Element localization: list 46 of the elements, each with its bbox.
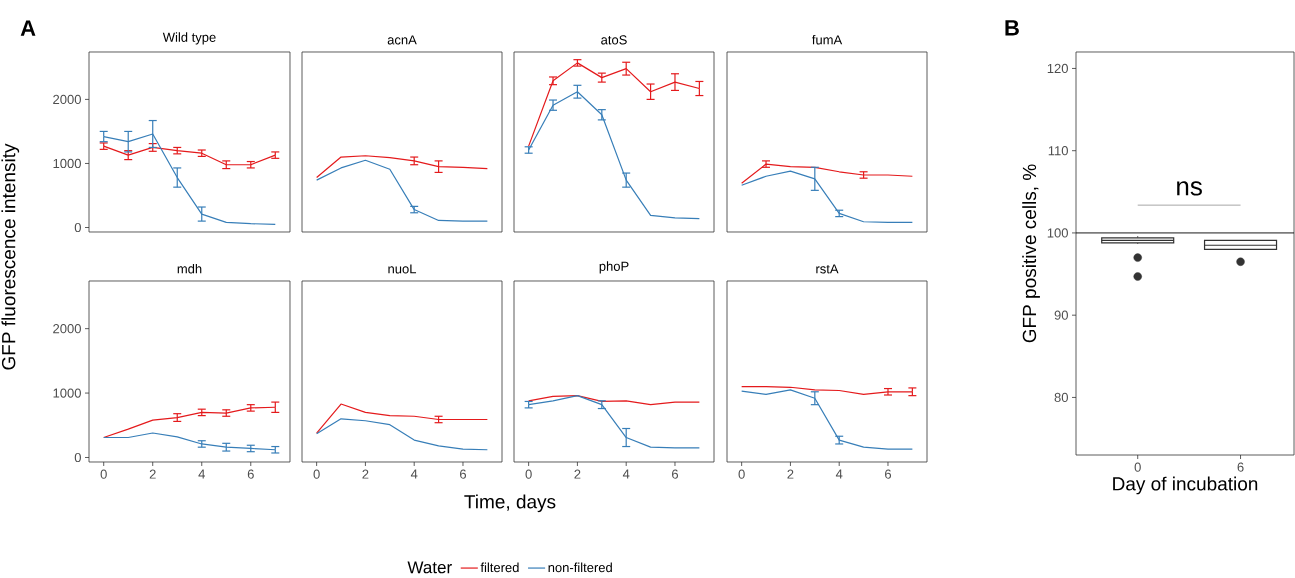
chart-title: fumA: [812, 34, 843, 45]
text: A: [20, 20, 36, 36]
x-tick-label: 4: [622, 469, 630, 479]
x-tick-label: 2: [787, 469, 794, 479]
y-tick-label: 110: [1048, 146, 1068, 156]
y-tick-label: 90: [1054, 310, 1068, 320]
x-tick-label: 6: [1237, 462, 1244, 472]
x-axis-title: Day of incubation: [1113, 476, 1258, 495]
y-tick-label: 100: [1047, 228, 1068, 238]
x-tick-label: 0: [100, 469, 107, 479]
text: B: [1005, 20, 1019, 36]
y-tick-label: 120: [1047, 63, 1068, 74]
x-tick-label: 4: [198, 469, 205, 479]
y-axis-title: GFP fluorescence intensity: [1, 143, 20, 370]
y-tick-label: 80: [1054, 392, 1068, 403]
chart-title: acnA: [387, 35, 417, 45]
y-axis-title: GFP positive cells, %: [1022, 164, 1040, 343]
x-tick-label: 2: [149, 469, 156, 479]
x-tick-label: 2: [362, 469, 369, 479]
x-tick-label: 0: [313, 469, 320, 479]
legend-label: filtered: [480, 562, 519, 573]
y-tick-label: 1000: [53, 158, 81, 169]
y-tick-label: 1000: [53, 388, 81, 398]
chart-title: mdh: [177, 263, 202, 274]
x-tick-label: 2: [574, 469, 581, 479]
annotation: ns: [1177, 181, 1202, 196]
y-tick-label: 2000: [53, 324, 81, 334]
y-tick-label: 0: [74, 222, 81, 233]
x-tick-label: 4: [410, 469, 418, 479]
x-tick-label: 6: [885, 469, 892, 479]
legend-label: non-filtered: [548, 562, 612, 573]
chart-title: rstA: [816, 264, 839, 274]
y-tick-label: 0: [74, 452, 81, 463]
chart-title: nuoL: [388, 264, 417, 274]
legend-title: Water: [407, 561, 452, 574]
x-tick-label: 6: [460, 469, 467, 479]
chart-title: atoS: [601, 35, 627, 45]
x-tick-label: 6: [672, 469, 679, 479]
x-tick-label: 0: [525, 469, 532, 479]
chart-title: Wild type: [162, 32, 216, 45]
chart-title: phoP: [599, 261, 629, 274]
x-axis-title: Time, days: [464, 494, 556, 513]
x-tick-label: 4: [835, 469, 843, 479]
y-tick-label: 2000: [53, 94, 81, 104]
x-tick-label: 0: [738, 469, 745, 479]
x-tick-label: 6: [247, 469, 254, 479]
